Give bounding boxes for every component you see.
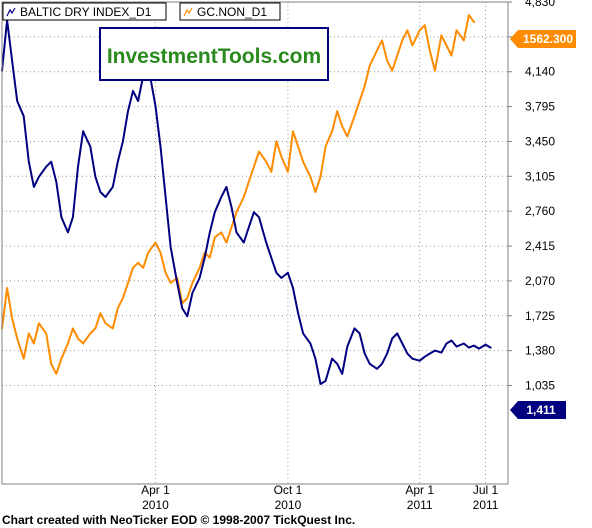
series-line-gold [1, 14, 475, 375]
y-tick-label: 2,760 [525, 204, 555, 218]
legend: BALTIC DRY INDEX_D1 GC.NON_D1 [2, 2, 281, 21]
bdi-badge-shape [510, 401, 566, 419]
y-tick-label: 4,830 [525, 0, 555, 9]
series-line-bdi [1, 19, 492, 385]
brand-box [99, 27, 329, 81]
grid [2, 1, 508, 484]
legend-box-gold [179, 2, 281, 21]
x-tick-label-year: 2010 [275, 498, 302, 512]
legend-item-bdi: BALTIC DRY INDEX_D1 [2, 2, 167, 21]
footer-credit: Chart created with NeoTicker EOD © 1998-… [2, 513, 355, 527]
x-tick-label-year: 2011 [473, 498, 499, 512]
series-layer [1, 14, 492, 385]
brand-text: InvestmentTools.com [107, 45, 321, 68]
y-tick-label: 1,725 [525, 309, 555, 323]
bdi-last-value-badge: 1,411 [510, 401, 566, 419]
x-tick-label-month: Jul 1 [473, 483, 499, 497]
legend-item-gold: GC.NON_D1 [179, 2, 281, 21]
legend-label-gold: GC.NON_D1 [197, 5, 267, 19]
y-tick-label: 1,035 [525, 378, 555, 392]
bdi-last-value: 1,411 [526, 403, 556, 417]
gold-last-value-badge: 1562.300 [510, 30, 576, 48]
y-tick-label: 3,105 [525, 169, 555, 183]
legend-label-bdi: BALTIC DRY INDEX_D1 [20, 5, 152, 19]
x-tick-label-year: 2010 [142, 498, 169, 512]
y-tick-label: 3,450 [525, 134, 555, 148]
gold-badge-shape [510, 30, 576, 48]
y-tick-label: 1,380 [525, 344, 555, 358]
x-tick-label-month: Apr 1 [141, 483, 170, 497]
gold-last-value: 1562.300 [523, 32, 573, 46]
x-tick-label-month: Oct 1 [274, 483, 303, 497]
legend-box-bdi [2, 2, 167, 21]
y-tick-label: 3,795 [525, 100, 555, 114]
y-tick-label: 4,140 [525, 65, 555, 79]
legend-line-icon-bdi [6, 7, 16, 17]
y-tick-label: 2,070 [525, 274, 555, 288]
y-tick-label: 2,415 [525, 239, 555, 253]
legend-line-icon-gold [183, 7, 193, 17]
x-tick-label-year: 2011 [407, 498, 433, 512]
brand-logo: InvestmentTools.com [99, 27, 329, 81]
x-tick-label-month: Apr 1 [405, 483, 434, 497]
